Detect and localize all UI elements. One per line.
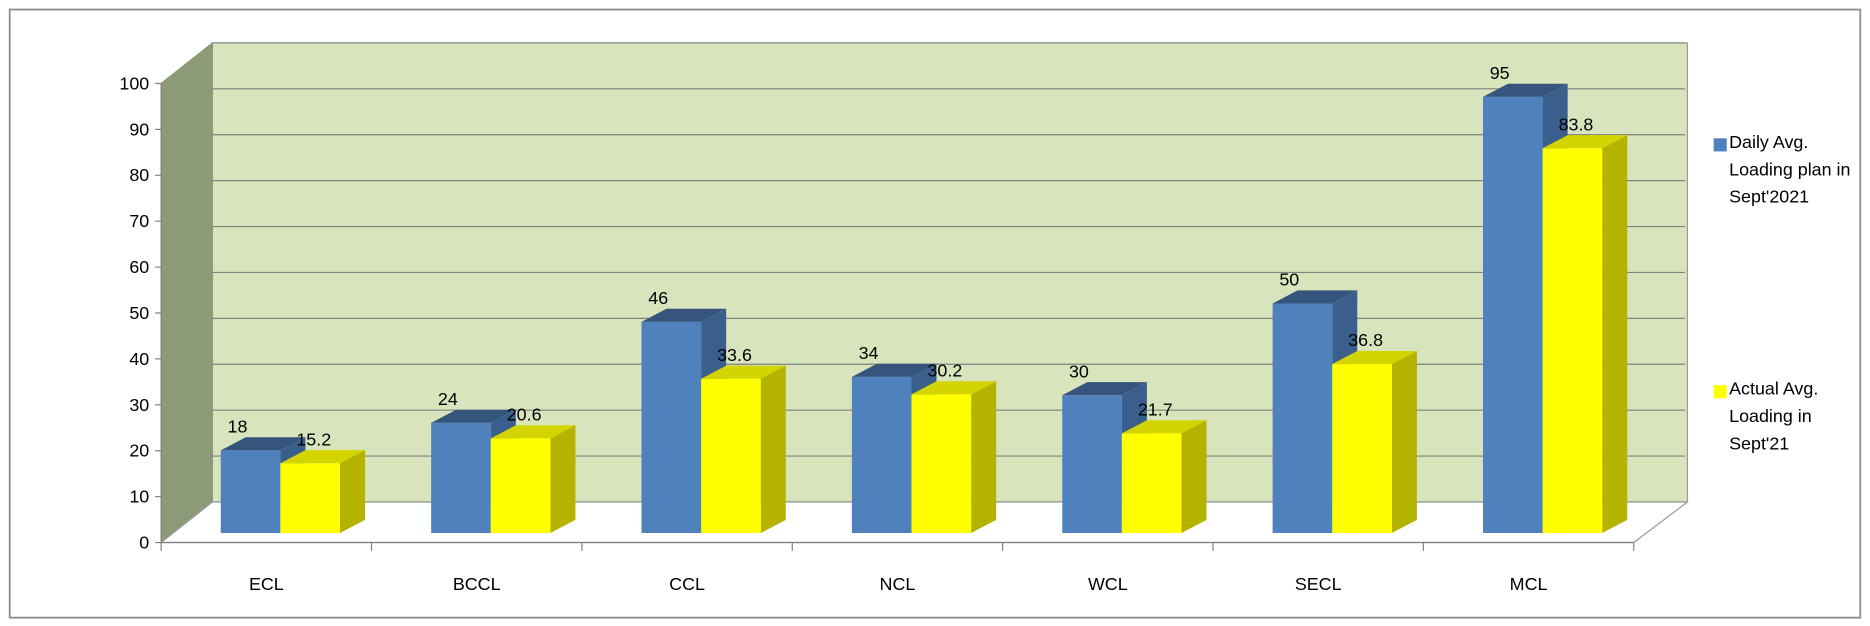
bar-side [550, 425, 576, 533]
bar-side [1181, 420, 1207, 533]
bar-top [1332, 350, 1417, 365]
side-wall [160, 41, 214, 544]
value-label: 18 [228, 416, 248, 436]
bar [641, 321, 702, 533]
y-tick-label: 10 [129, 487, 149, 507]
bar-side [340, 450, 366, 533]
value-label: 30.2 [927, 360, 962, 380]
bar [490, 438, 551, 533]
bar-top [641, 308, 727, 322]
bar [911, 394, 972, 533]
bar [1062, 395, 1122, 533]
legend-label: Actual Avg. Loading in Sept'21 [1729, 379, 1819, 455]
bar-side [760, 365, 786, 533]
bar-top [220, 437, 306, 451]
bar [1332, 364, 1392, 533]
bar-top [1121, 420, 1207, 434]
x-tick-label: CCL [669, 574, 705, 594]
legend-swatch [1713, 385, 1727, 399]
y-tick-label: 20 [129, 441, 149, 461]
x-tick-label: ECL [249, 574, 284, 594]
y-tick-label: 100 [119, 73, 149, 93]
value-label: 95 [1490, 63, 1510, 83]
legend-label: Daily Avg. Loading plan in Sept'2021 [1729, 132, 1851, 208]
bar [1272, 303, 1333, 533]
bar-top [1272, 290, 1358, 304]
bar-side [971, 381, 997, 533]
bar [701, 378, 761, 533]
bar-top [431, 409, 516, 423]
legend-entry: Daily Avg. Loading plan in Sept'2021 [1729, 132, 1851, 208]
x-tick-label: WCL [1088, 574, 1128, 594]
y-tick-label: 40 [129, 349, 149, 369]
value-label: 34 [859, 343, 879, 363]
bar [220, 450, 281, 533]
value-label: 50 [1279, 270, 1299, 290]
legend-entry: Actual Avg. Loading in Sept'21 [1729, 379, 1819, 455]
bar-top [1062, 382, 1147, 396]
y-tick-label: 80 [129, 165, 149, 185]
y-tick-label: 90 [129, 119, 149, 139]
y-tick-label: 30 [129, 395, 149, 415]
bar [280, 463, 341, 533]
y-tick-label: 70 [129, 211, 149, 231]
bar-top [1542, 135, 1628, 149]
y-tick-label: 60 [129, 257, 149, 277]
value-label: 36.8 [1348, 330, 1383, 350]
value-label: 20.6 [507, 405, 542, 425]
y-tick-label: 50 [129, 303, 149, 323]
bar [851, 376, 912, 533]
value-label: 15.2 [296, 429, 331, 449]
value-label: 24 [438, 389, 458, 409]
value-label: 30 [1069, 361, 1089, 381]
x-tick-label: SECL [1295, 574, 1342, 594]
bar [1482, 96, 1543, 533]
value-label: 33.6 [717, 345, 752, 365]
value-label: 83.8 [1559, 114, 1594, 134]
bar [1121, 433, 1182, 533]
value-label: 46 [648, 288, 668, 308]
bar-top [701, 365, 786, 379]
y-tick-label: 0 [139, 532, 149, 552]
bar-top [280, 450, 366, 464]
x-tick-label: BCCL [453, 574, 501, 594]
bar-top [851, 363, 937, 377]
value-label: 21.7 [1138, 399, 1173, 419]
bar-top [911, 381, 997, 395]
x-tick-label: NCL [880, 574, 916, 594]
bar-top [1482, 83, 1568, 97]
bar [431, 422, 491, 533]
bar-top [490, 425, 576, 439]
bar-side [1391, 350, 1417, 533]
legend-swatch [1713, 138, 1727, 152]
bar [1542, 148, 1603, 533]
bar-side [1602, 135, 1628, 533]
x-tick-label: MCL [1510, 574, 1548, 594]
